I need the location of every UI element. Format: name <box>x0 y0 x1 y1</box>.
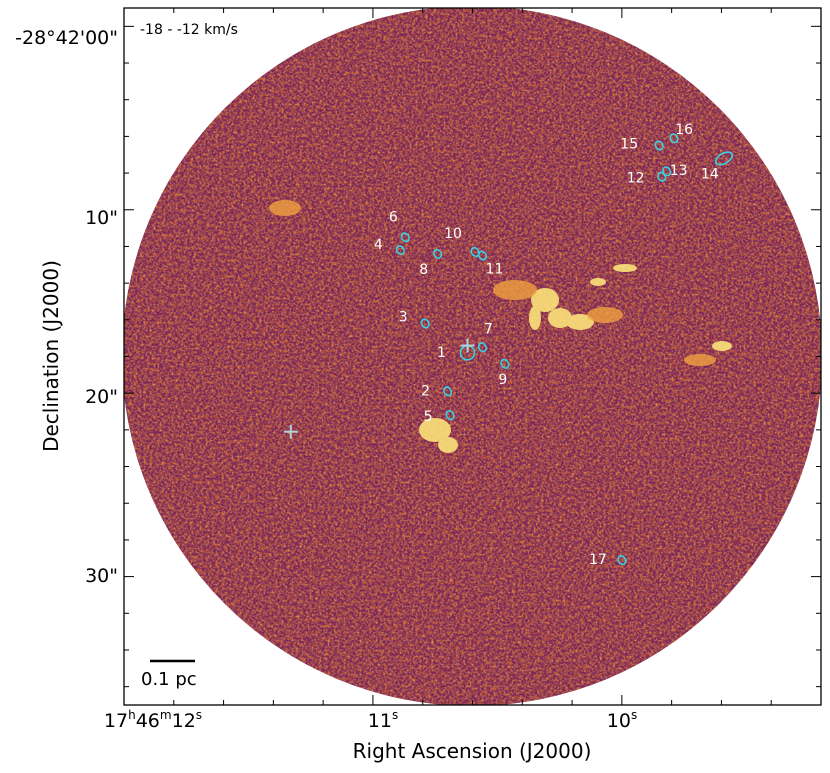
bright-filament <box>419 264 732 453</box>
source-label-11: 11 <box>486 262 504 278</box>
source-contour-2 <box>443 386 453 397</box>
source-label-6: 6 <box>389 209 398 225</box>
source-contour-10 <box>470 246 480 257</box>
source-label-12: 12 <box>627 171 645 187</box>
source-contour-11 <box>477 250 487 261</box>
y-tick-label-30: 30" <box>85 565 118 587</box>
source-contour-4 <box>395 245 405 256</box>
source-contour-5 <box>445 410 455 421</box>
source-contour-1 <box>459 345 476 361</box>
source-label-13: 13 <box>670 163 688 179</box>
axis-ticks <box>123 8 822 705</box>
source-contour-8 <box>433 248 443 259</box>
source-contour-13 <box>662 166 672 177</box>
source-label-9: 9 <box>498 372 507 388</box>
y-tick-label-20: 20" <box>85 386 118 408</box>
source-contour-14 <box>714 151 733 166</box>
source-label-7: 7 <box>484 321 493 337</box>
source-label-8: 8 <box>419 262 428 278</box>
source-label-16: 16 <box>675 122 693 138</box>
x-axis-title: Right Ascension (J2000) <box>353 739 592 763</box>
x-tick-label-10s: 10s <box>607 708 637 732</box>
source-contour-16 <box>669 133 679 144</box>
velocity-range-label: -18 - -12 km/s <box>140 22 238 38</box>
source-contour-6 <box>400 232 410 243</box>
source-contour-15 <box>654 140 664 151</box>
source-label-5: 5 <box>424 409 433 425</box>
source-label-3: 3 <box>399 309 408 325</box>
source-label-1: 1 <box>437 345 446 361</box>
y-axis-title: Declination (J2000) <box>39 260 63 452</box>
source-label-4: 4 <box>374 237 383 253</box>
x-tick-label-11s: 11s <box>368 708 398 732</box>
source-label-15: 15 <box>620 137 638 153</box>
source-label-10: 10 <box>444 226 462 242</box>
source-label-17: 17 <box>589 552 607 568</box>
source-contour-17 <box>617 555 627 566</box>
source-contour-7 <box>477 342 487 353</box>
source-label-14: 14 <box>701 166 719 182</box>
source-contour-9 <box>500 358 510 369</box>
y-tick-label-10: 10" <box>85 207 118 229</box>
x-tick-label-12s: 17h46m12s <box>104 708 202 732</box>
y-tick-label-0: -28°42'00" <box>15 27 118 49</box>
source-label-2: 2 <box>421 383 430 399</box>
scale-bar-label: 0.1 pc <box>141 669 197 690</box>
source-contour-3 <box>420 318 430 329</box>
